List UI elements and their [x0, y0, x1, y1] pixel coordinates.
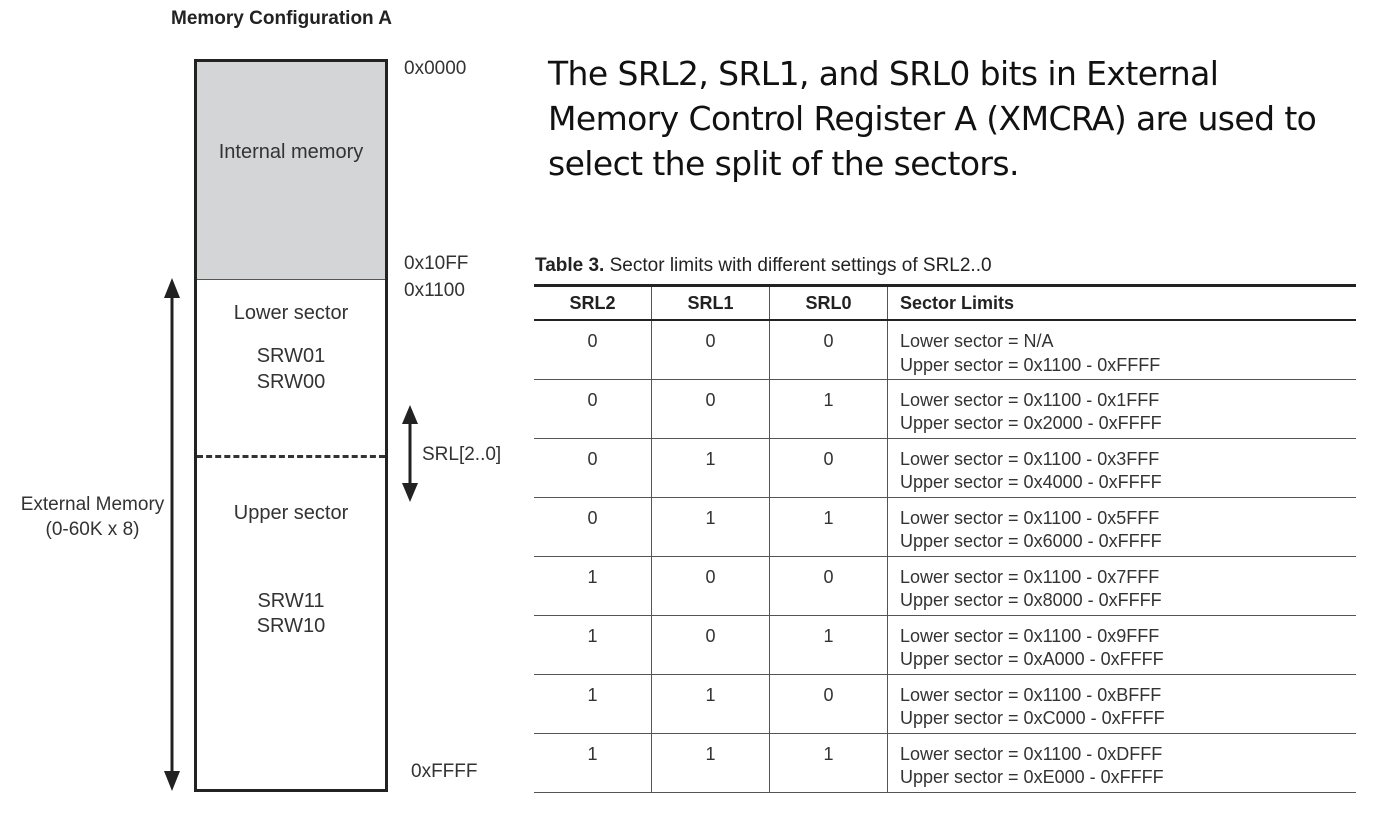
cell-srl2: 0: [534, 497, 652, 557]
cell-sector-limits: Lower sector = 0x1100 - 0x9FFF Upper sec…: [887, 615, 1356, 675]
lower-limit: Lower sector = 0x1100 - 0x9FFF: [900, 625, 1160, 646]
lower-limit: Lower sector = 0x1100 - 0x1FFF: [900, 389, 1160, 410]
memory-map: Internal memory Lower sector SRW01 SRW00…: [194, 59, 388, 792]
header-srl1: SRL1: [651, 284, 770, 321]
upper-limit: Upper sector = 0x2000 - 0xFFFF: [900, 413, 1162, 433]
cell-sector-limits: Lower sector = 0x1100 - 0xDFFF Upper sec…: [887, 733, 1356, 793]
external-memory-size: (0-60K x 8): [45, 519, 140, 540]
table-row: 0 0 1 Lower sector = 0x1100 - 0x1FFF Upp…: [534, 379, 1356, 439]
lower-sector-srw00: SRW00: [256, 371, 326, 393]
header-sector-limits: Sector Limits: [887, 284, 1356, 321]
table-row: 1 1 1 Lower sector = 0x1100 - 0xDFFF Upp…: [534, 733, 1356, 793]
cell-srl2: 0: [534, 379, 652, 439]
table-row: 1 0 0 Lower sector = 0x1100 - 0x7FFF Upp…: [534, 556, 1356, 616]
srl-label: SRL[2..0]: [422, 444, 502, 465]
external-memory-label: External Memory (0-60K x 8): [10, 492, 175, 542]
upper-limit: Upper sector = 0x1100 - 0xFFFF: [900, 354, 1161, 375]
lower-sector-srw01: SRW01: [256, 345, 326, 367]
upper-limit: Upper sector = 0x8000 - 0xFFFF: [900, 590, 1162, 610]
table-row: 0 0 0 Lower sector = N/A Upper sector = …: [534, 320, 1356, 380]
cell-sector-limits: Lower sector = 0x1100 - 0x3FFF Upper sec…: [887, 438, 1356, 498]
table-caption-text: Sector limits with different settings of…: [609, 255, 992, 276]
upper-sector-label: Upper sector: [233, 502, 349, 524]
upper-limit: Upper sector = 0x6000 - 0xFFFF: [900, 531, 1162, 551]
upper-sector-srw11: SRW11: [257, 590, 325, 612]
cell-srl0: 1: [769, 615, 888, 675]
cell-sector-limits: Lower sector = 0x1100 - 0x7FFF Upper sec…: [887, 556, 1356, 616]
table-header-row: SRL2 SRL1 SRL0 Sector Limits: [534, 284, 1356, 321]
cell-srl0: 0: [769, 438, 888, 498]
lower-limit: Lower sector = 0x1100 - 0x7FFF: [900, 566, 1160, 587]
upper-limit: Upper sector = 0x4000 - 0xFFFF: [900, 472, 1162, 492]
cell-srl0: 1: [769, 733, 888, 793]
upper-limit: Upper sector = 0xC000 - 0xFFFF: [900, 708, 1165, 728]
lower-limit: Lower sector = 0x1100 - 0xDFFF: [900, 743, 1163, 764]
lower-limit: Lower sector = 0x1100 - 0x3FFF: [900, 448, 1160, 469]
sector-split-line: [197, 455, 385, 458]
cell-sector-limits: Lower sector = 0x1100 - 0xBFFF Upper sec…: [887, 674, 1356, 734]
table-caption-label: Table 3.: [535, 255, 605, 276]
internal-memory-region: [197, 62, 385, 280]
diagram-title: Memory Configuration A: [171, 8, 392, 29]
cell-srl1: 0: [651, 379, 770, 439]
diagram-arrows: [164, 278, 418, 791]
lower-limit: Lower sector = 0x1100 - 0x5FFF: [900, 507, 1160, 528]
internal-memory-label: Internal memory: [218, 141, 364, 163]
address-end: 0xFFFF: [411, 761, 478, 782]
cell-sector-limits: Lower sector = 0x1100 - 0x1FFF Upper sec…: [887, 379, 1356, 439]
cell-srl2: 1: [534, 733, 652, 793]
table-row: 0 1 1 Lower sector = 0x1100 - 0x5FFF Upp…: [534, 497, 1356, 557]
cell-srl2: 0: [534, 320, 652, 380]
cell-srl1: 0: [651, 615, 770, 675]
address-start: 0x0000: [404, 58, 467, 79]
cell-srl1: 1: [651, 674, 770, 734]
cell-srl2: 1: [534, 674, 652, 734]
cell-srl1: 0: [651, 320, 770, 380]
upper-sector-srw10: SRW10: [256, 615, 326, 637]
table-row: 1 0 1 Lower sector = 0x1100 - 0x9FFF Upp…: [534, 615, 1356, 675]
cell-srl2: 1: [534, 556, 652, 616]
headline-text: The SRL2, SRL1, and SRL0 bits in Externa…: [548, 54, 1317, 183]
cell-sector-limits: Lower sector = N/A Upper sector = 0x1100…: [887, 320, 1356, 380]
cell-srl2: 0: [534, 438, 652, 498]
header-srl2: SRL2: [534, 284, 652, 321]
table-row: 1 1 0 Lower sector = 0x1100 - 0xBFFF Upp…: [534, 674, 1356, 734]
lower-limit: Lower sector = 0x1100 - 0xBFFF: [900, 684, 1162, 705]
lower-limit: Lower sector = N/A: [900, 331, 1054, 351]
cell-srl1: 0: [651, 556, 770, 616]
cell-srl0: 0: [769, 556, 888, 616]
cell-srl0: 1: [769, 497, 888, 557]
table-caption: Table 3. Sector limits with different se…: [535, 255, 992, 277]
cell-srl2: 1: [534, 615, 652, 675]
sector-limits-table: SRL2 SRL1 SRL0 Sector Limits 0 0 0 Lower…: [534, 284, 1356, 793]
address-internal-end: 0x10FF: [404, 253, 469, 274]
cell-sector-limits: Lower sector = 0x1100 - 0x5FFF Upper sec…: [887, 497, 1356, 557]
lower-sector-label: Lower sector: [233, 302, 349, 324]
external-memory-arrow: [164, 278, 180, 791]
cell-srl0: 1: [769, 379, 888, 439]
cell-srl1: 1: [651, 438, 770, 498]
table-row: 0 1 0 Lower sector = 0x1100 - 0x3FFF Upp…: [534, 438, 1356, 498]
cell-srl1: 1: [651, 733, 770, 793]
srl-range-arrow: [402, 405, 418, 502]
upper-limit: Upper sector = 0xA000 - 0xFFFF: [900, 649, 1164, 669]
header-srl0: SRL0: [769, 284, 888, 321]
external-memory-title: External Memory: [20, 494, 165, 515]
address-external-start: 0x1100: [404, 280, 465, 301]
upper-limit: Upper sector = 0xE000 - 0xFFFF: [900, 767, 1164, 787]
cell-srl0: 0: [769, 674, 888, 734]
cell-srl1: 1: [651, 497, 770, 557]
cell-srl0: 0: [769, 320, 888, 380]
